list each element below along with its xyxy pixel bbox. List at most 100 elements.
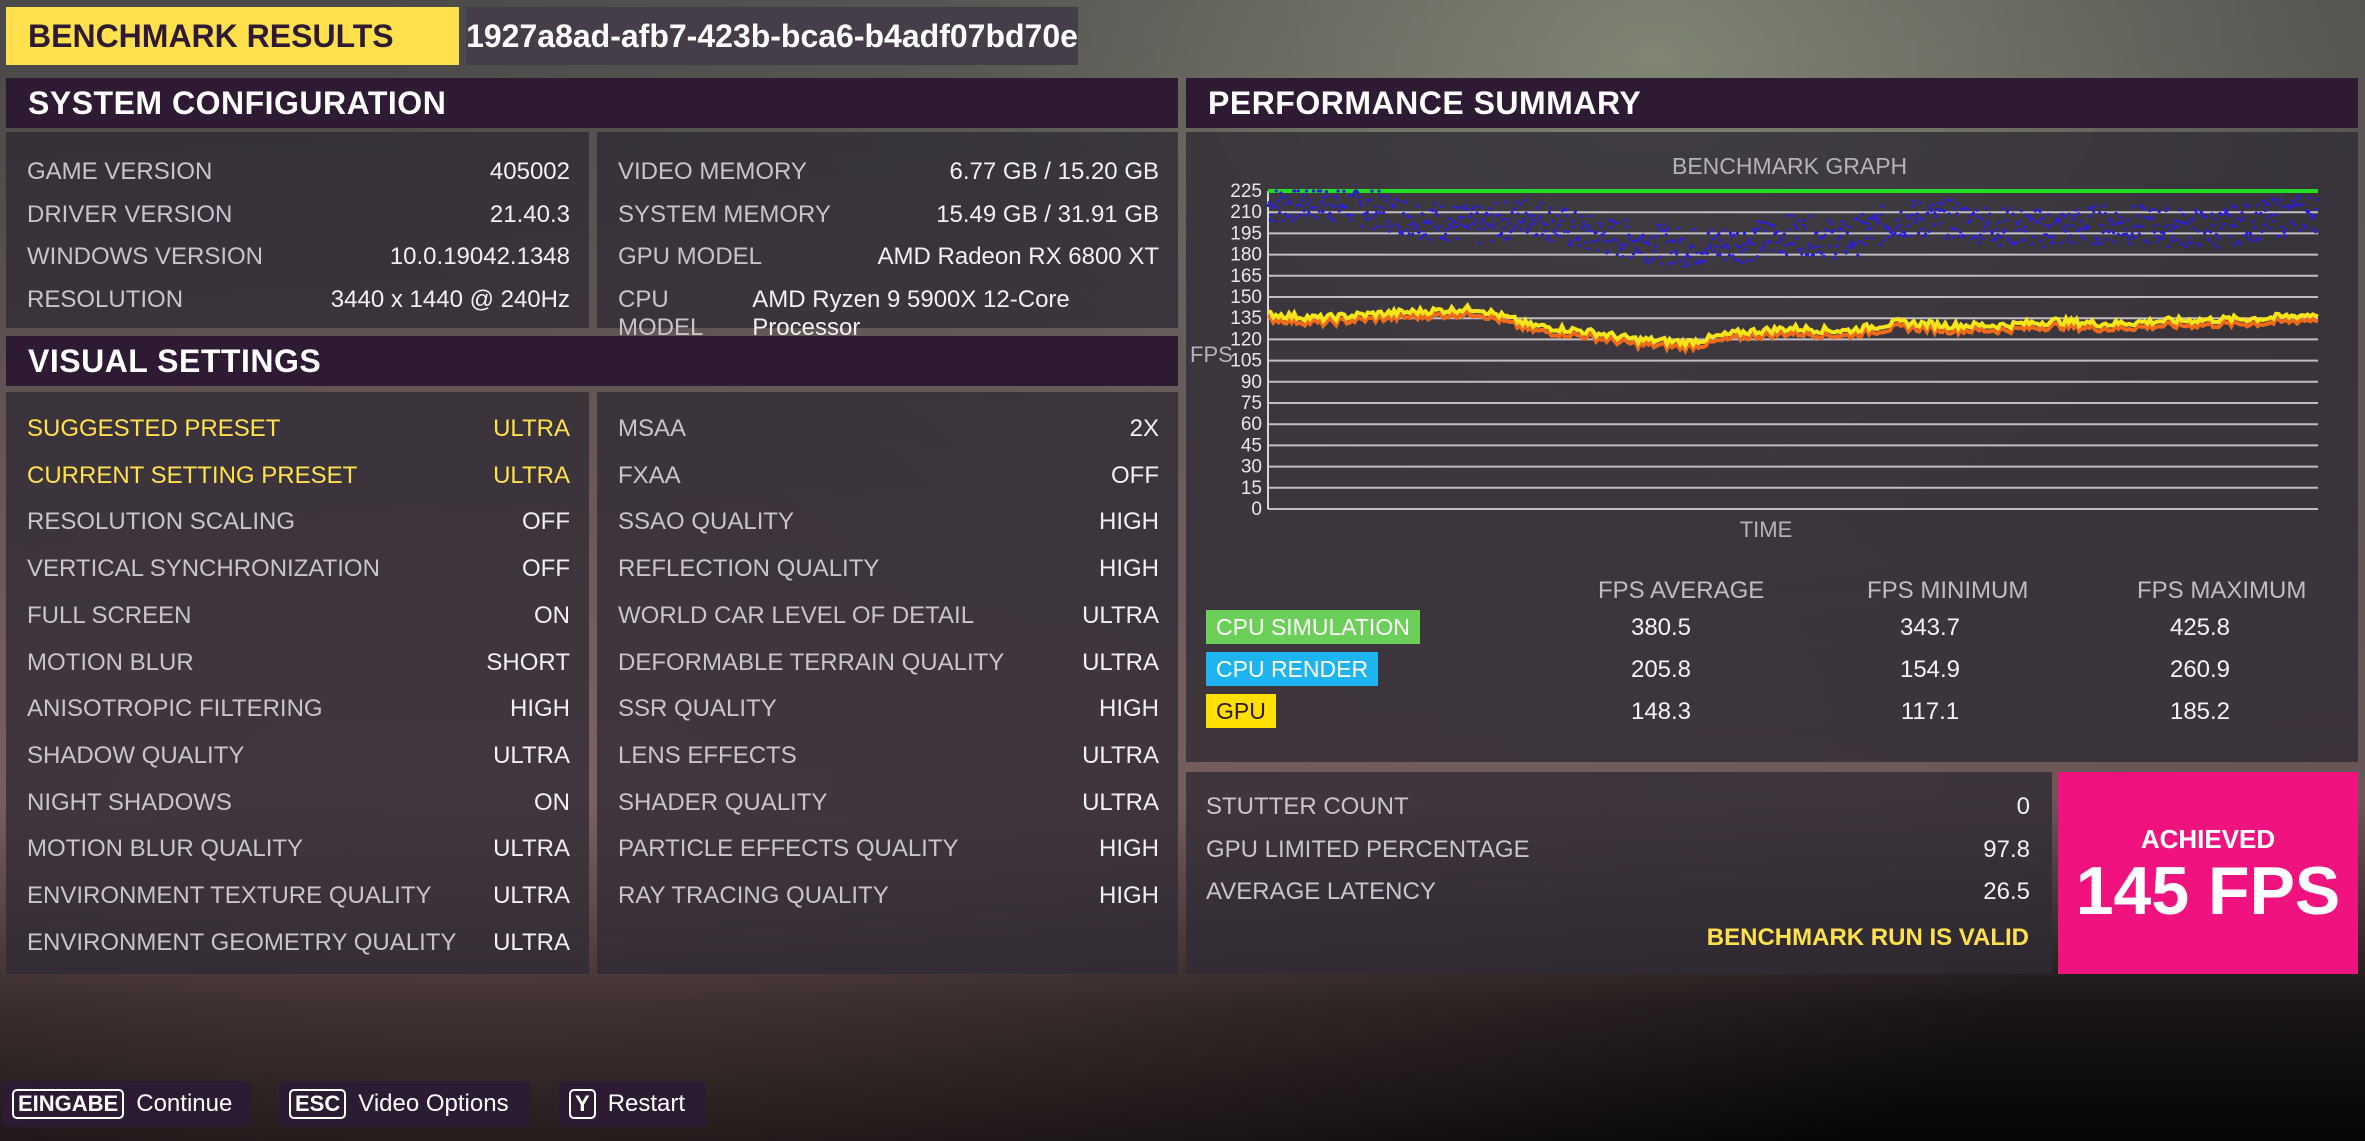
cpu-render-point: [2275, 202, 2279, 206]
cpu-render-point: [1556, 213, 1560, 217]
cpu-render-point: [2294, 201, 2298, 205]
cpu-render-point: [1748, 237, 1752, 242]
cpu-render-point: [1315, 216, 1319, 220]
cpu-render-point: [1507, 236, 1511, 240]
cpu-render-point: [1662, 223, 1666, 227]
setting-label: GPU MODEL: [618, 243, 763, 270]
cpu-render-point: [1615, 252, 1619, 256]
cpu-render-point: [2029, 218, 2033, 222]
cpu-render-point: [1519, 228, 1524, 232]
cpu-render-point: [1413, 226, 1417, 230]
setting-label: SSR QUALITY: [618, 695, 777, 723]
cpu-render-point: [2069, 217, 2074, 221]
cpu-render-point: [1542, 221, 1546, 225]
cpu-render-point: [1440, 204, 1444, 209]
restart-button[interactable]: Y Restart: [559, 1081, 706, 1127]
cpu-render-point: [1918, 201, 1922, 205]
cpu-render-point: [1294, 216, 1298, 220]
cpu-render-point: [1410, 215, 1414, 219]
cpu-render-point: [1489, 213, 1493, 217]
cpu-render-point: [1380, 206, 1385, 210]
cpu-render-point: [2255, 238, 2259, 242]
setting-label: REFLECTION QUALITY: [618, 555, 880, 583]
cpu-render-point: [1766, 221, 1770, 226]
cpu-render-point: [1414, 224, 1418, 228]
cpu-render-point: [1984, 206, 1988, 210]
cpu-render-point: [1628, 236, 1632, 240]
cpu-render-point: [1596, 238, 1601, 242]
cpu-render-point: [2295, 203, 2299, 208]
cpu-render-point: [2067, 212, 2071, 216]
cpu-render-point: [2004, 218, 2008, 222]
cpu-render-point: [1678, 259, 1682, 263]
cpu-render-point: [2112, 230, 2116, 235]
cpu-render-point: [1683, 255, 1687, 259]
cpu-render-point: [1359, 203, 1364, 207]
cpu-render-point: [1981, 237, 1985, 241]
cpu-render-point: [1422, 221, 1427, 225]
continue-button[interactable]: EINGABE Continue: [2, 1081, 252, 1127]
cpu-render-point: [2045, 233, 2049, 237]
cpu-render-point: [2048, 235, 2053, 239]
cpu-render-point: [1526, 227, 1531, 231]
visual-settings-right-panel: [597, 392, 1178, 974]
cpu-render-point: [1266, 203, 1270, 208]
cpu-render-point: [2079, 219, 2083, 224]
cpu-render-point: [1393, 197, 1397, 201]
cpu-render-point: [2260, 229, 2264, 234]
cpu-render-point: [1621, 254, 1625, 259]
cpu-render-point: [1643, 256, 1647, 260]
cpu-render-point: [1295, 203, 1299, 207]
cpu-render-point: [1304, 189, 1309, 193]
cpu-render-point: [1487, 224, 1491, 228]
cpu-render-point: [2169, 223, 2173, 227]
cpu-render-point: [1484, 211, 1489, 215]
cpu-render-point: [1815, 230, 1819, 234]
cpu-render-point: [2177, 220, 2181, 224]
cpu-render-point: [1787, 227, 1791, 231]
cpu-render-point: [1953, 206, 1957, 211]
cpu-render-point: [1913, 221, 1917, 225]
cpu-render-point: [1299, 204, 1303, 208]
y-tick-label: 150: [1230, 287, 1262, 308]
cpu-render-point: [2293, 223, 2297, 227]
cpu-render-point: [1613, 221, 1617, 225]
cpu-render-point: [1803, 227, 1807, 231]
cpu-render-point: [2065, 223, 2069, 227]
cpu-render-point: [1956, 202, 1960, 206]
cpu-render-point: [1996, 233, 2000, 237]
cpu-render-point: [1999, 235, 2004, 239]
setting-label: MOTION BLUR QUALITY: [27, 835, 304, 863]
cpu-render-point: [2117, 220, 2122, 224]
cpu-render-point: [2113, 240, 2117, 244]
cpu-render-point: [2265, 201, 2269, 205]
setting-value: OFF: [522, 508, 570, 536]
setting-value: ULTRA: [493, 882, 570, 909]
cpu-render-point: [1777, 250, 1782, 254]
cpu-render-point: [1587, 224, 1591, 228]
cpu-render-point: [1268, 218, 1272, 222]
cpu-render-point: [1432, 225, 1436, 229]
cpu-render-point: [1328, 211, 1332, 215]
cpu-render-point: [1950, 227, 1955, 231]
visual-settings-header: VISUAL SETTINGS: [6, 336, 1178, 386]
cpu-render-point: [2108, 217, 2112, 221]
cpu-render-point: [2037, 219, 2041, 223]
setting-row: VIDEO MEMORY 6.77 GB / 15.20 GB: [618, 158, 1159, 186]
setting-row: RESOLUTION SCALING OFF: [27, 508, 570, 536]
y-tick-label: 15: [1241, 478, 1262, 499]
cpu-render-point: [1705, 251, 1709, 256]
cpu-render-point: [1834, 252, 1838, 256]
cpu-render-point: [1564, 208, 1568, 212]
cpu-render-point: [2054, 219, 2058, 223]
cpu-render-point: [1768, 240, 1772, 244]
cpu-render-point: [1728, 231, 1733, 235]
cpu-render-point: [1822, 254, 1826, 258]
cpu-render-point: [1424, 233, 1428, 237]
cpu-render-point: [1512, 207, 1517, 211]
enter-key-hint: EINGABE: [12, 1089, 125, 1119]
cpu-render-point: [1309, 206, 1313, 210]
cpu-render-point: [1863, 242, 1867, 246]
cpu-render-point: [1285, 195, 1289, 199]
video-options-button[interactable]: ESC Video Options: [279, 1081, 531, 1127]
